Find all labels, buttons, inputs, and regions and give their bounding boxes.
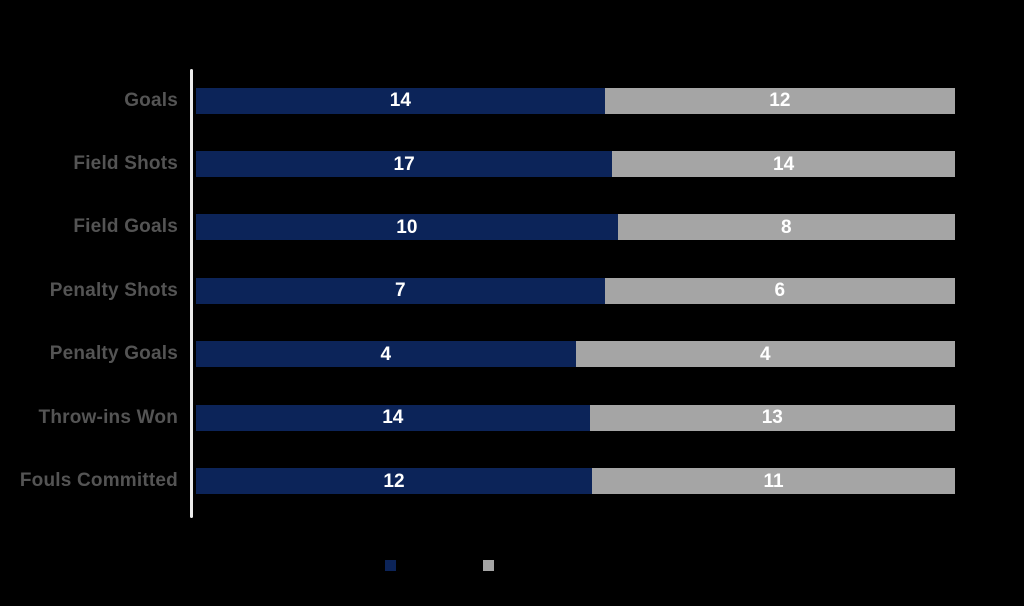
category-label: Fouls Committed xyxy=(19,470,178,492)
legend-item[interactable] xyxy=(483,560,500,571)
value-label: 4 xyxy=(759,343,771,365)
legend-swatch-series-2[interactable] xyxy=(483,560,494,571)
bar-segment-series-2[interactable]: 14 xyxy=(612,151,955,178)
category-label: Throw-ins Won xyxy=(38,406,178,428)
bar-segment-series-2[interactable]: 8 xyxy=(617,214,955,241)
bar-track: 14 12 xyxy=(196,87,955,114)
value-label: 12 xyxy=(769,90,791,112)
chart-row: Field Goals 10 8 xyxy=(0,196,1024,259)
legend-swatch-series-1[interactable] xyxy=(385,560,396,571)
value-label: 14 xyxy=(382,407,404,429)
legend-item[interactable] xyxy=(385,560,402,571)
stacked-bar-chart: Goals 14 12 Field Shots 17 14 Field Goals 10 8 Pe… xyxy=(0,69,1024,513)
value-label: 4 xyxy=(380,343,392,365)
category-label: Goals xyxy=(124,89,178,111)
chart-row: Throw-ins Won 14 13 xyxy=(0,386,1024,449)
value-label: 13 xyxy=(761,407,783,429)
chart-row: Penalty Goals 4 4 xyxy=(0,323,1024,386)
category-label: Field Shots xyxy=(73,153,178,175)
bar-segment-series-2[interactable]: 13 xyxy=(589,404,955,431)
chart-row: Goals 14 12 xyxy=(0,69,1024,132)
bar-segment-series-1[interactable]: 12 xyxy=(196,468,592,495)
value-label: 14 xyxy=(389,90,411,112)
bar-segment-series-2[interactable]: 11 xyxy=(592,468,955,495)
bar-segment-series-1[interactable]: 14 xyxy=(196,404,590,431)
chart-row: Fouls Committed 12 11 xyxy=(0,449,1024,512)
bar-segment-series-1[interactable]: 10 xyxy=(196,214,618,241)
bar-segment-series-1[interactable]: 17 xyxy=(196,151,613,178)
bar-track: 14 13 xyxy=(196,404,955,431)
bar-segment-series-1[interactable]: 14 xyxy=(196,87,605,114)
y-axis-line xyxy=(190,69,193,518)
value-label: 11 xyxy=(763,470,784,492)
value-label: 7 xyxy=(395,280,406,302)
legend xyxy=(385,560,500,571)
chart-row: Penalty Shots 7 6 xyxy=(0,259,1024,322)
value-label: 17 xyxy=(393,153,415,175)
bar-track: 10 8 xyxy=(196,214,955,241)
bar-segment-series-2[interactable]: 4 xyxy=(575,341,955,368)
chart-row: Field Shots 17 14 xyxy=(0,132,1024,195)
value-label: 6 xyxy=(774,280,786,302)
bar-segment-series-2[interactable]: 6 xyxy=(604,277,955,304)
value-label: 14 xyxy=(773,153,795,175)
category-label: Penalty Goals xyxy=(49,343,178,365)
category-label: Field Goals xyxy=(73,216,178,238)
category-label: Penalty Shots xyxy=(49,279,178,301)
value-label: 12 xyxy=(383,470,405,492)
value-label: 8 xyxy=(781,216,792,238)
value-label: 10 xyxy=(396,216,418,238)
bar-segment-series-2[interactable]: 12 xyxy=(604,87,955,114)
bar-track: 12 11 xyxy=(196,468,955,495)
bar-segment-series-1[interactable]: 7 xyxy=(196,277,605,304)
bar-segment-series-1[interactable]: 4 xyxy=(196,341,576,368)
bar-track: 17 14 xyxy=(196,151,955,178)
